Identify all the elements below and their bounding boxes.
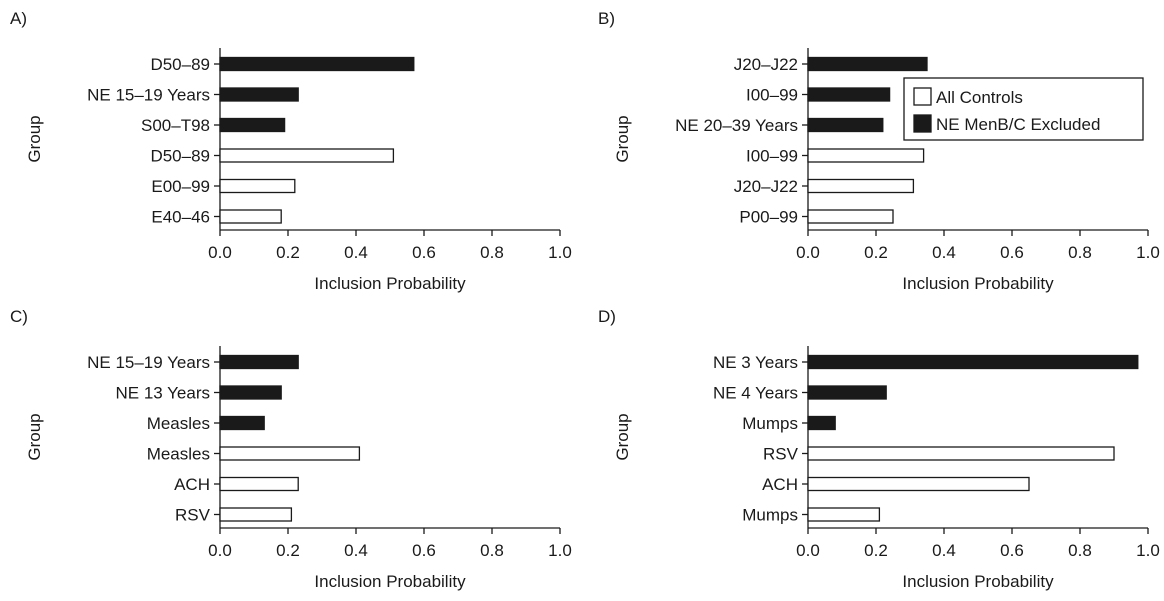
category-label: NE 20–39 Years bbox=[675, 116, 798, 135]
legend: All Controls NE MenB/C Excluded bbox=[903, 77, 1144, 141]
bar-excluded bbox=[219, 56, 415, 72]
x-tick-label: 0.4 bbox=[344, 541, 368, 560]
category-label: E40–46 bbox=[151, 208, 210, 227]
bar-all-controls bbox=[219, 507, 293, 522]
category-label: Measles bbox=[147, 414, 210, 433]
category-label: NE 3 Years bbox=[713, 353, 798, 372]
x-tick-label: 0.0 bbox=[208, 243, 232, 262]
bar-all-controls bbox=[219, 178, 296, 194]
bar-all-controls bbox=[219, 148, 395, 163]
bar-excluded bbox=[807, 415, 836, 431]
x-tick-label: 0.2 bbox=[276, 243, 300, 262]
legend-label: All Controls bbox=[936, 88, 1023, 107]
category-label: J20–J22 bbox=[734, 55, 798, 74]
category-label: D50–89 bbox=[150, 147, 210, 166]
x-axis-title: Inclusion Probability bbox=[902, 274, 1054, 293]
legend-label: NE MenB/C Excluded bbox=[936, 115, 1100, 134]
legend-swatch-excluded bbox=[913, 114, 932, 133]
legend-box bbox=[903, 77, 1144, 141]
chart-panel-d: D) Group 0.0 0.2 0.4 0.6 0.8 1.0 Inclusion Proba… bbox=[598, 307, 1160, 591]
bar-all-controls bbox=[219, 476, 299, 492]
x-tick-label: 0.8 bbox=[1068, 541, 1092, 560]
bar-excluded bbox=[807, 385, 887, 400]
panel-label: A) bbox=[10, 9, 27, 28]
bar-excluded bbox=[807, 87, 891, 102]
category-label: NE 15–19 Years bbox=[87, 86, 210, 105]
chart-panel-a: A) Group 0.0 0.2 0.4 0.6 0.8 1.0 Inclusion Proba… bbox=[10, 9, 572, 293]
x-tick-label: 1.0 bbox=[548, 243, 572, 262]
legend-swatch-all-controls bbox=[913, 87, 932, 106]
category-label: I00–99 bbox=[746, 147, 798, 166]
x-tick-label: 0.8 bbox=[480, 541, 504, 560]
x-tick-label: 0.6 bbox=[412, 243, 436, 262]
category-label: Mumps bbox=[742, 414, 798, 433]
bar-all-controls bbox=[219, 209, 282, 224]
category-label: J20–J22 bbox=[734, 177, 798, 196]
x-axis-title: Inclusion Probability bbox=[314, 572, 466, 591]
y-axis-title: Group bbox=[613, 413, 632, 460]
bar-all-controls bbox=[807, 209, 894, 224]
bar-all-controls bbox=[807, 476, 1030, 492]
x-tick-label: 0.0 bbox=[208, 541, 232, 560]
x-tick-label: 0.2 bbox=[276, 541, 300, 560]
x-tick-label: 0.4 bbox=[932, 243, 956, 262]
bar-all-controls bbox=[807, 148, 925, 163]
y-axis-title: Group bbox=[25, 115, 44, 162]
chart-panel-b: B) Group 0.0 0.2 0.4 0.6 0.8 1.0 Inclusion Proba… bbox=[598, 9, 1160, 293]
x-tick-label: 1.0 bbox=[548, 541, 572, 560]
x-tick-label: 0.0 bbox=[796, 541, 820, 560]
bar-excluded bbox=[219, 117, 286, 133]
x-tick-label: 0.0 bbox=[796, 243, 820, 262]
category-label: NE 15–19 Years bbox=[87, 353, 210, 372]
category-label: ACH bbox=[174, 475, 210, 494]
x-tick-label: 0.2 bbox=[864, 243, 888, 262]
bar-all-controls bbox=[807, 507, 881, 522]
bar-excluded bbox=[807, 117, 884, 133]
category-label: RSV bbox=[175, 506, 211, 525]
panel-label: C) bbox=[10, 307, 28, 326]
bar-excluded bbox=[219, 87, 299, 102]
bar-excluded bbox=[807, 56, 928, 72]
x-tick-label: 0.4 bbox=[932, 541, 956, 560]
category-label: D50–89 bbox=[150, 55, 210, 74]
x-tick-label: 0.8 bbox=[480, 243, 504, 262]
category-label: ACH bbox=[762, 475, 798, 494]
category-label: RSV bbox=[763, 445, 799, 464]
category-label: E00–99 bbox=[151, 177, 210, 196]
bar-all-controls bbox=[807, 446, 1115, 461]
category-label: P00–99 bbox=[739, 208, 798, 227]
bar-all-controls bbox=[219, 446, 361, 461]
category-label: NE 13 Years bbox=[115, 384, 210, 403]
y-axis-title: Group bbox=[613, 115, 632, 162]
x-tick-label: 0.4 bbox=[344, 243, 368, 262]
x-tick-label: 1.0 bbox=[1136, 541, 1160, 560]
category-label: I00–99 bbox=[746, 86, 798, 105]
x-axis-title: Inclusion Probability bbox=[314, 274, 466, 293]
x-tick-label: 0.6 bbox=[1000, 541, 1024, 560]
bar-excluded bbox=[807, 354, 1139, 370]
x-axis-title: Inclusion Probability bbox=[902, 572, 1054, 591]
bar-excluded bbox=[219, 385, 282, 400]
x-tick-label: 0.6 bbox=[412, 541, 436, 560]
bar-excluded bbox=[219, 415, 265, 431]
bar-excluded bbox=[219, 354, 299, 370]
category-label: S00–T98 bbox=[141, 116, 210, 135]
x-tick-label: 0.8 bbox=[1068, 243, 1092, 262]
chart-panel-c: C) Group 0.0 0.2 0.4 0.6 0.8 1.0 Inclusion Proba… bbox=[10, 307, 572, 591]
category-label: NE 4 Years bbox=[713, 384, 798, 403]
category-label: Measles bbox=[147, 445, 210, 464]
x-tick-label: 1.0 bbox=[1136, 243, 1160, 262]
category-label: Mumps bbox=[742, 506, 798, 525]
x-tick-label: 0.6 bbox=[1000, 243, 1024, 262]
bar-all-controls bbox=[807, 178, 915, 194]
y-axis-title: Group bbox=[25, 413, 44, 460]
panel-label: B) bbox=[598, 9, 615, 28]
x-tick-label: 0.2 bbox=[864, 541, 888, 560]
panel-label: D) bbox=[598, 307, 616, 326]
